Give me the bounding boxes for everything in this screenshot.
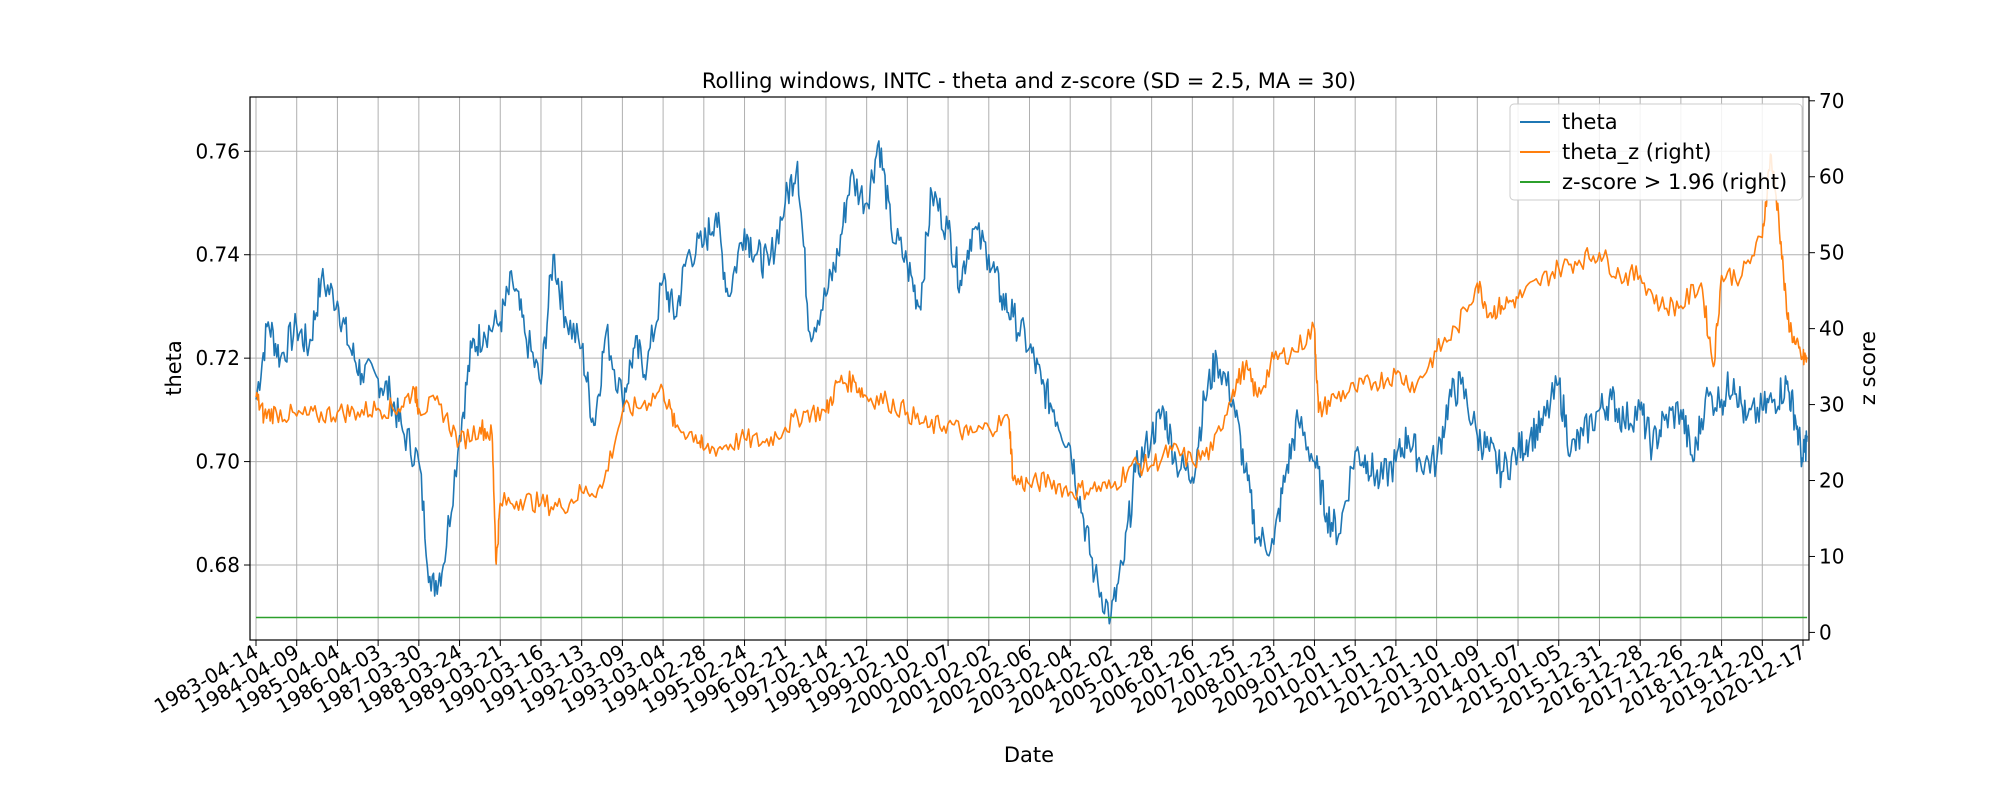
- y-right-tick-label: 40: [1819, 317, 1844, 341]
- legend-box: [1509, 103, 1803, 201]
- x-axis-label: Date: [1004, 743, 1054, 767]
- legend: theta theta_z (right) z-score > 1.96 (righ…: [1509, 103, 1803, 201]
- y-right-tick-label: 70: [1819, 89, 1844, 113]
- y-right-tick-label: 30: [1819, 393, 1844, 417]
- y-right-tick-label: 0: [1819, 620, 1832, 644]
- y-left-tick-label: 0.72: [195, 346, 240, 370]
- grid: [250, 97, 1809, 640]
- chart-title: Rolling windows, INTC - theta and z-scor…: [702, 69, 1356, 93]
- series-group: [255, 140, 1808, 625]
- y-right-tick-label: 20: [1819, 469, 1844, 493]
- y-axis-left-label: theta: [162, 340, 186, 396]
- series-theta-z-line: [255, 153, 1808, 565]
- legend-entry-theta-z: theta_z (right): [1562, 140, 1712, 165]
- y-left-tick-label: 0.74: [195, 243, 240, 267]
- legend-entry-threshold: z-score > 1.96 (right): [1562, 170, 1787, 194]
- x-axis: 1983-04-141984-04-091985-04-041986-04-03…: [150, 640, 1810, 719]
- y-left-tick-label: 0.70: [195, 450, 240, 474]
- y-right-tick-label: 60: [1819, 165, 1844, 189]
- y-right-tick-label: 50: [1819, 241, 1844, 265]
- legend-entry-theta: theta: [1562, 110, 1618, 134]
- series-theta-line: [255, 140, 1808, 625]
- y-left-tick-label: 0.76: [195, 139, 240, 163]
- y-axis-right: 0 10 20 30 40 50 60 70: [1809, 89, 1844, 644]
- y-axis-right-label: z score: [1856, 331, 1880, 405]
- y-left-tick-label: 0.68: [195, 553, 240, 577]
- y-axis-left: 0.68 0.70 0.72 0.74 0.76: [195, 139, 250, 577]
- y-right-tick-label: 10: [1819, 544, 1844, 568]
